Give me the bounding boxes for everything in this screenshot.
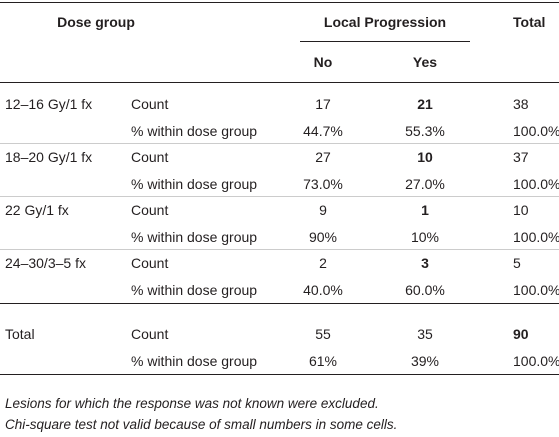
header-cell: No (313, 54, 333, 70)
cell: 9 (319, 202, 327, 218)
row-label: Total (5, 326, 35, 342)
measure-label: % within dose group (131, 352, 258, 369)
measure-label: % within dose group (131, 281, 258, 298)
cell: 55.3% (405, 122, 445, 139)
measure-label: Count (131, 96, 169, 112)
cell: 100.0% (513, 352, 559, 369)
cell: 27.0% (405, 175, 445, 192)
header-cell: Dose group (57, 14, 135, 30)
measure-label: Count (131, 149, 169, 165)
header-cell: Total (513, 14, 546, 30)
cell: 100.0% (513, 281, 559, 298)
cell: 100.0% (513, 122, 559, 139)
measure-label: % within dose group (131, 122, 258, 139)
cell: 21 (417, 96, 433, 112)
rule (0, 143, 559, 144)
cell: 44.7% (303, 122, 343, 139)
header-cell: Local Progression (323, 14, 447, 30)
cell: 37 (513, 149, 529, 165)
cell: 100.0% (513, 228, 559, 245)
measure-label: Count (131, 326, 169, 342)
cell: 17 (315, 96, 331, 112)
cell: 39% (410, 352, 440, 369)
cell: 100.0% (513, 175, 559, 192)
rule (0, 374, 559, 375)
header-cell: Yes (412, 54, 438, 70)
rule (0, 303, 559, 304)
cell: 38 (513, 96, 529, 112)
cell: 55 (315, 326, 331, 342)
cell: 10% (410, 228, 440, 245)
footnote: Lesions for which the response was not k… (5, 396, 379, 411)
cell: 10 (417, 149, 433, 165)
rule (0, 82, 559, 83)
rule (0, 249, 559, 250)
cell: 40.0% (303, 281, 343, 298)
cell: 10 (513, 202, 529, 218)
measure-label: % within dose group (131, 175, 258, 192)
row-label: 24–30/3–5 fx (5, 255, 86, 271)
cell: 3 (421, 255, 429, 271)
cell: 60.0% (405, 281, 445, 298)
measure-label: Count (131, 255, 169, 271)
cell: 5 (513, 255, 521, 271)
rule (300, 41, 470, 42)
cell: 1 (421, 202, 429, 218)
rule (0, 2, 559, 3)
footnote: Chi-square test not valid because of sma… (5, 417, 398, 432)
cell: 73.0% (303, 175, 343, 192)
row-label: 12–16 Gy/1 fx (5, 96, 93, 112)
measure-label: % within dose group (131, 228, 258, 245)
cell: 27 (315, 149, 331, 165)
cell: 2 (319, 255, 327, 271)
row-label: 18–20 Gy/1 fx (5, 149, 93, 165)
rule (0, 196, 559, 197)
cell: 61% (308, 352, 338, 369)
row-label: 22 Gy/1 fx (5, 202, 69, 218)
cell: 35 (417, 326, 433, 342)
cell: 90% (308, 228, 338, 245)
measure-label: Count (131, 202, 169, 218)
cell: 90 (513, 326, 529, 342)
